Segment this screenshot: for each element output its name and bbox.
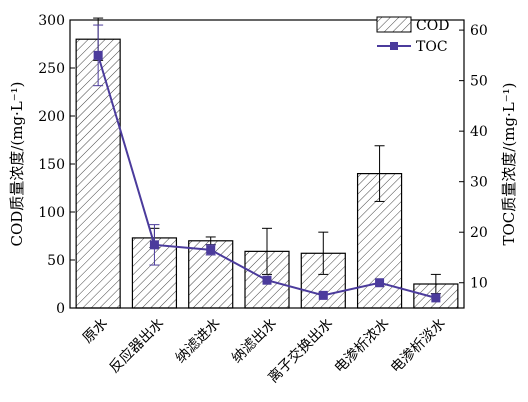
right-axis: 10 20 30 40 50 60 <box>459 23 488 292</box>
left-tick-label: 100 <box>38 205 65 221</box>
toc-point <box>318 290 328 300</box>
toc-point <box>375 278 385 288</box>
right-tick-label: 10 <box>470 276 488 292</box>
left-axis: 0 50 100 150 200 250 300 <box>38 13 75 317</box>
y-axis-left-title: COD质量浓度/(mg·L⁻¹) <box>8 81 26 246</box>
left-tick-label: 300 <box>38 13 65 29</box>
legend-cod-label: COD <box>416 18 449 34</box>
toc-point <box>206 245 216 255</box>
category-label: 原水 <box>80 316 111 347</box>
category-label: 电渗析浓水 <box>332 316 393 377</box>
right-tick-label: 60 <box>470 23 488 39</box>
toc-series <box>93 24 441 303</box>
legend-toc-label: TOC <box>416 39 448 55</box>
toc-point <box>149 240 159 250</box>
toc-point <box>93 50 103 60</box>
legend-toc-marker <box>390 42 398 50</box>
toc-point <box>262 275 272 285</box>
right-tick-label: 20 <box>470 225 488 241</box>
category-label: 电渗析淡水 <box>388 316 449 377</box>
right-tick-label: 30 <box>470 175 488 191</box>
toc-point <box>431 293 441 303</box>
left-tick-label: 150 <box>38 157 65 173</box>
right-tick-label: 40 <box>470 124 488 140</box>
category-label: 反应器出水 <box>106 315 168 377</box>
category-label: 纳滤进水 <box>173 316 224 367</box>
left-tick-label: 0 <box>56 301 65 317</box>
left-tick-label: 50 <box>47 253 65 269</box>
category-label: 纳滤出水 <box>229 316 280 367</box>
y-axis-right-title: TOC质量浓度/(mg·L⁻¹) <box>500 82 518 245</box>
right-tick-label: 50 <box>470 74 488 90</box>
left-tick-label: 250 <box>38 61 65 77</box>
legend: COD TOC <box>376 16 449 55</box>
left-tick-label: 200 <box>38 109 65 125</box>
legend-cod-swatch <box>376 16 412 33</box>
